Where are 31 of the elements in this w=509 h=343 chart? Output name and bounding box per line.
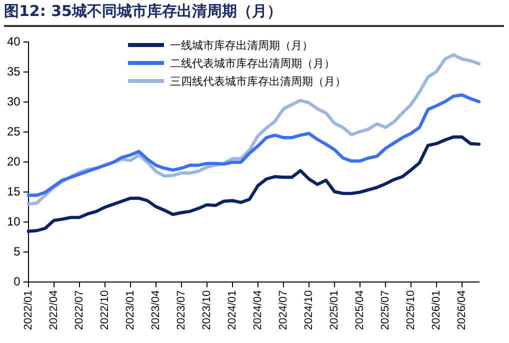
x-tick-label: 2022/04 <box>48 290 60 330</box>
y-tick-label: 15 <box>6 184 21 199</box>
legend-label: 二线代表城市库存出清周期（月） <box>170 56 335 70</box>
x-tick-label: 2025/04 <box>354 290 366 330</box>
y-tick-label: 20 <box>6 154 21 169</box>
x-tick-label: 2026/04 <box>456 290 468 330</box>
y-tick-label: 5 <box>14 244 21 259</box>
x-tick-label: 2024/07 <box>277 290 290 330</box>
y-tick-label: 30 <box>6 94 21 109</box>
x-tick-label: 2022/01 <box>22 290 34 330</box>
x-tick-label: 2024/01 <box>226 290 238 330</box>
y-tick-label: 35 <box>6 64 21 79</box>
y-tick-label: 40 <box>6 34 21 49</box>
x-tick-label: 2025/07 <box>380 290 392 330</box>
legend-label: 一线城市库存出清周期（月） <box>170 38 313 52</box>
x-tick-label: 2024/10 <box>302 290 315 330</box>
chart-title: 图12: 35城不同城市库存出清周期（月） <box>4 2 504 27</box>
x-tick-label: 2023/10 <box>200 290 213 330</box>
x-tick-label: 2025/01 <box>328 290 340 330</box>
x-tick-label: 2023/07 <box>175 290 188 330</box>
y-tick-label: 0 <box>14 274 21 289</box>
x-tick-label: 2025/10 <box>405 290 418 330</box>
y-tick-label: 10 <box>6 214 21 229</box>
x-tick-label: 2023/04 <box>150 290 162 330</box>
x-tick-label: 2024/04 <box>252 290 264 330</box>
x-tick-label: 2022/10 <box>98 290 111 330</box>
x-tick-label: 2026/01 <box>430 290 443 330</box>
legend-label: 三四线代表城市库存出清周期（月） <box>170 74 346 88</box>
y-tick-label: 25 <box>6 124 21 139</box>
x-tick-label: 2023/01 <box>124 290 136 330</box>
x-tick-label: 2022/07 <box>73 290 86 330</box>
